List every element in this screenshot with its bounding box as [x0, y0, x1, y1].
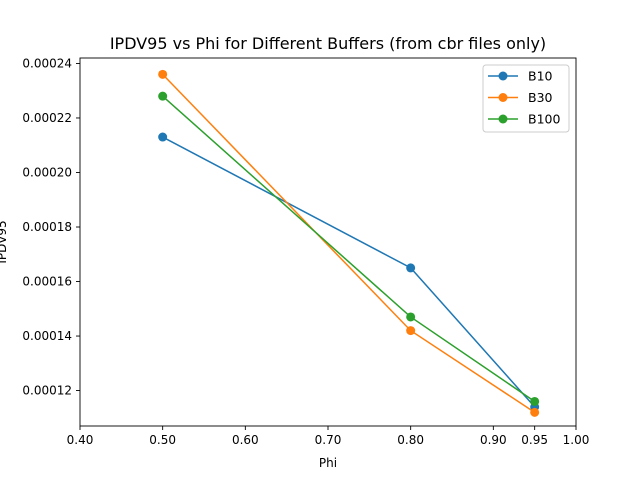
legend-marker: [498, 71, 508, 81]
x-tick-label: 0.80: [397, 433, 424, 447]
legend-label: B10: [528, 69, 553, 84]
y-tick-label: 0.00018: [22, 220, 72, 234]
legend-item-b30: B30: [488, 90, 553, 105]
y-tick-label: 0.00014: [22, 329, 72, 343]
y-tick-label: 0.00022: [22, 111, 72, 125]
series-layer: [158, 69, 540, 417]
series-b100: [158, 91, 540, 406]
legend-label: B100: [528, 112, 560, 127]
x-tick-label: 0.95: [521, 433, 548, 447]
y-tick-label: 0.00016: [22, 275, 72, 289]
data-point: [158, 69, 168, 79]
legend-marker: [498, 114, 508, 124]
legend-label: B30: [528, 90, 553, 105]
y-axis-label: IPDV95: [0, 220, 9, 263]
legend: B10 B30 B100: [482, 64, 570, 133]
data-point: [158, 91, 168, 101]
x-tick-label: 0.90: [480, 433, 507, 447]
x-tick-label: 0.60: [232, 433, 259, 447]
legend-item-b100: B100: [488, 112, 560, 127]
x-axis-label: Phi: [319, 456, 337, 470]
data-point: [158, 132, 168, 142]
data-point: [406, 326, 416, 336]
data-point: [406, 263, 416, 273]
x-tick-label: 0.70: [315, 433, 342, 447]
data-point: [530, 396, 540, 406]
x-tick-label: 1.00: [563, 433, 590, 447]
legend-item-b10: B10: [488, 69, 553, 84]
y-tick-label: 0.00020: [22, 165, 72, 179]
y-tick-label: 0.00024: [22, 56, 72, 70]
data-point: [530, 407, 540, 417]
x-tick-label: 0.40: [67, 433, 94, 447]
legend-marker: [498, 93, 508, 102]
data-point: [406, 312, 416, 322]
chart-title: IPDV95 vs Phi for Different Buffers (fro…: [110, 34, 546, 53]
x-tick-label: 0.50: [149, 433, 176, 447]
y-tick-label: 0.00012: [22, 384, 72, 398]
series-b30: [158, 69, 540, 417]
axes: 0.40 0.50 0.60 0.70 0.80 0.90 0.95 1.00 0.00012 0…: [22, 56, 589, 447]
